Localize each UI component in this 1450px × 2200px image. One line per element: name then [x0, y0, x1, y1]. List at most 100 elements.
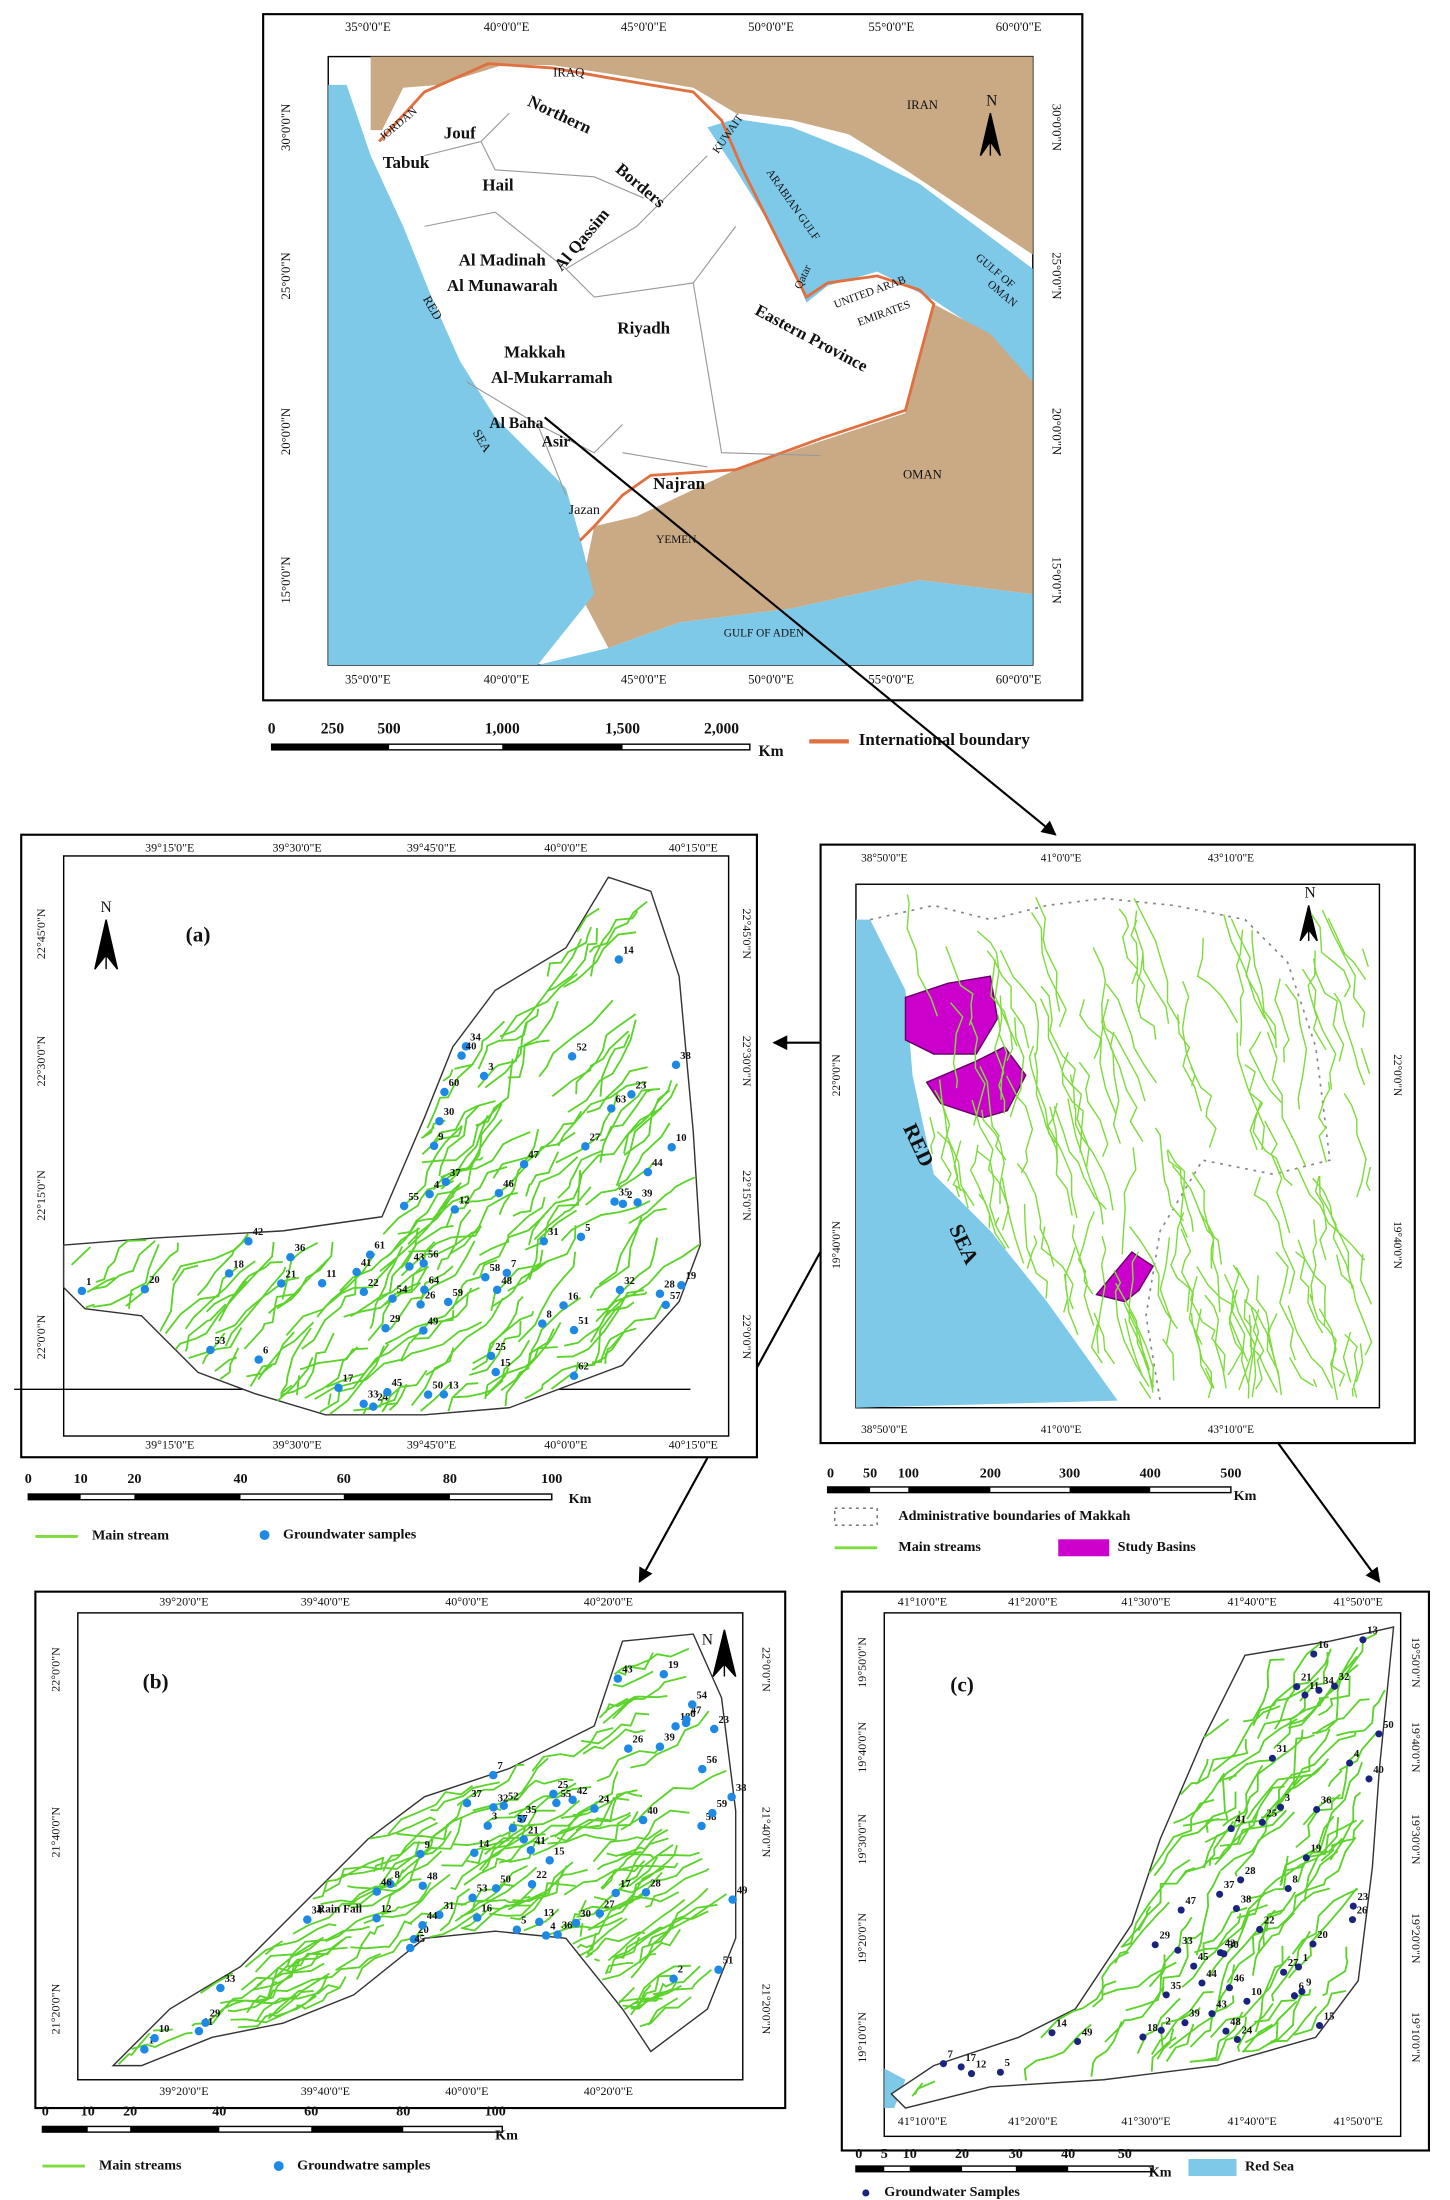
lat-label: 21°40'0"N: [48, 1807, 62, 1858]
scale-label: 50: [863, 1465, 877, 1481]
sample-point: [1293, 1683, 1301, 1691]
scale-unit: Km: [1234, 1488, 1257, 1504]
sample-label: 9: [438, 1132, 443, 1143]
sample-point: [224, 1269, 234, 1278]
stream: [1310, 1219, 1318, 1302]
stream: [335, 1923, 385, 1971]
sample-point: [517, 1814, 526, 1824]
sample-point: [638, 1815, 648, 1825]
sample-label: 46: [381, 1878, 392, 1889]
lon-label: 40°0'0"E: [544, 841, 587, 855]
sample-label: 47: [528, 1150, 539, 1161]
lon-label: 39°20'0"E: [159, 2084, 208, 2098]
stream: [970, 1020, 986, 1126]
stream: [325, 1883, 408, 1943]
stream: [976, 930, 1018, 1047]
stream: [484, 1346, 558, 1400]
sample-label: 10: [1251, 1987, 1262, 1998]
sample-label: 21: [286, 1269, 297, 1280]
sample-point: [1256, 1925, 1264, 1934]
scale-label: 40: [212, 2104, 226, 2120]
sample-label: 43: [414, 1252, 425, 1263]
scale-unit: Km: [759, 743, 784, 760]
sample-point: [655, 1289, 665, 1298]
lon-label: 35°0'0"E: [345, 672, 391, 686]
sample-label: 47: [691, 1705, 702, 1716]
stream: [1208, 1811, 1259, 1866]
stream: [131, 2031, 193, 2050]
sample-point: [1157, 2026, 1165, 2034]
sample-point: [568, 1795, 577, 1805]
sample-label: 29: [210, 2009, 221, 2020]
stream: [70, 1246, 91, 1266]
sample-point: [1181, 2019, 1189, 2027]
sample-point: [569, 1371, 579, 1381]
sample-point: [419, 1259, 428, 1268]
sample-point: [409, 1935, 419, 1944]
stream: [1252, 1309, 1265, 1390]
stream: [531, 1727, 614, 1772]
scale-label: 500: [377, 721, 401, 738]
stream: [596, 1749, 659, 1783]
stream: [617, 1986, 635, 2005]
sample-point: [535, 1917, 544, 1927]
stream: [612, 1695, 668, 1720]
stream: [477, 1022, 528, 1070]
sample-point: [420, 1285, 429, 1294]
stream: [936, 1131, 969, 1209]
panel-a-inner: [62, 855, 730, 1437]
sample-label: 8: [1292, 1875, 1297, 1886]
stream: [630, 1984, 682, 2010]
sample-label: 38: [736, 1783, 747, 1794]
stream: [538, 999, 614, 1078]
sample-label: 57: [517, 1814, 528, 1825]
legend-label: Main stream: [92, 1528, 169, 1544]
stream: [218, 1261, 283, 1322]
sample-point: [334, 1383, 343, 1393]
sample-label: 7: [948, 2050, 954, 2061]
stream: [547, 1814, 632, 1845]
stream: [254, 1936, 325, 1973]
sample-label: 35: [1171, 1981, 1182, 1992]
stream: [906, 894, 939, 1017]
stream: [998, 995, 1008, 1100]
sample-label: 64: [429, 1276, 440, 1287]
sample-point: [365, 1250, 375, 1260]
scale-bar: [826, 1486, 1232, 1494]
lat-label: 30°0'0"N: [1050, 104, 1064, 151]
sample-label: 17: [620, 1879, 631, 1890]
sample-point: [502, 1268, 512, 1278]
stream: [220, 1981, 278, 2005]
sample-label: 12: [976, 2060, 987, 2071]
lat-label: 19°40'0"N: [1409, 1722, 1423, 1773]
stream: [1181, 1913, 1242, 1988]
stream: [1264, 1120, 1291, 1234]
stream: [647, 1997, 679, 2026]
lat-label: 15°0'0"N: [1050, 556, 1064, 603]
stream: [592, 1828, 663, 1863]
lat-label: 19°20'0"N: [855, 1913, 869, 1964]
sample-point: [462, 1798, 472, 1808]
sample-label: 61: [374, 1241, 385, 1252]
sample-label: 22: [536, 1870, 547, 1881]
sample-point: [1174, 1946, 1182, 1954]
sample-point: [457, 1051, 466, 1060]
stream: [1023, 2023, 1092, 2081]
sample-point: [481, 1272, 490, 1282]
sample-point: [1313, 1806, 1321, 1814]
stream: [954, 1185, 961, 1198]
lon-label: 39°45'0"E: [407, 841, 456, 855]
stream: [594, 1958, 600, 1962]
sample-point: [372, 1887, 382, 1896]
stream: [267, 1258, 329, 1314]
stream: [418, 1240, 476, 1304]
sample-point: [206, 1345, 215, 1355]
lat-label: 22°30'0"N: [34, 1035, 48, 1086]
sample-point: [1315, 2021, 1324, 2030]
stream: [404, 1125, 463, 1205]
stream: [630, 1952, 657, 1979]
sample-point: [77, 1286, 87, 1296]
lon-label: 41°20'0"E: [1008, 1595, 1057, 1609]
stream: [296, 1976, 347, 2010]
sample-point: [727, 1792, 736, 1802]
